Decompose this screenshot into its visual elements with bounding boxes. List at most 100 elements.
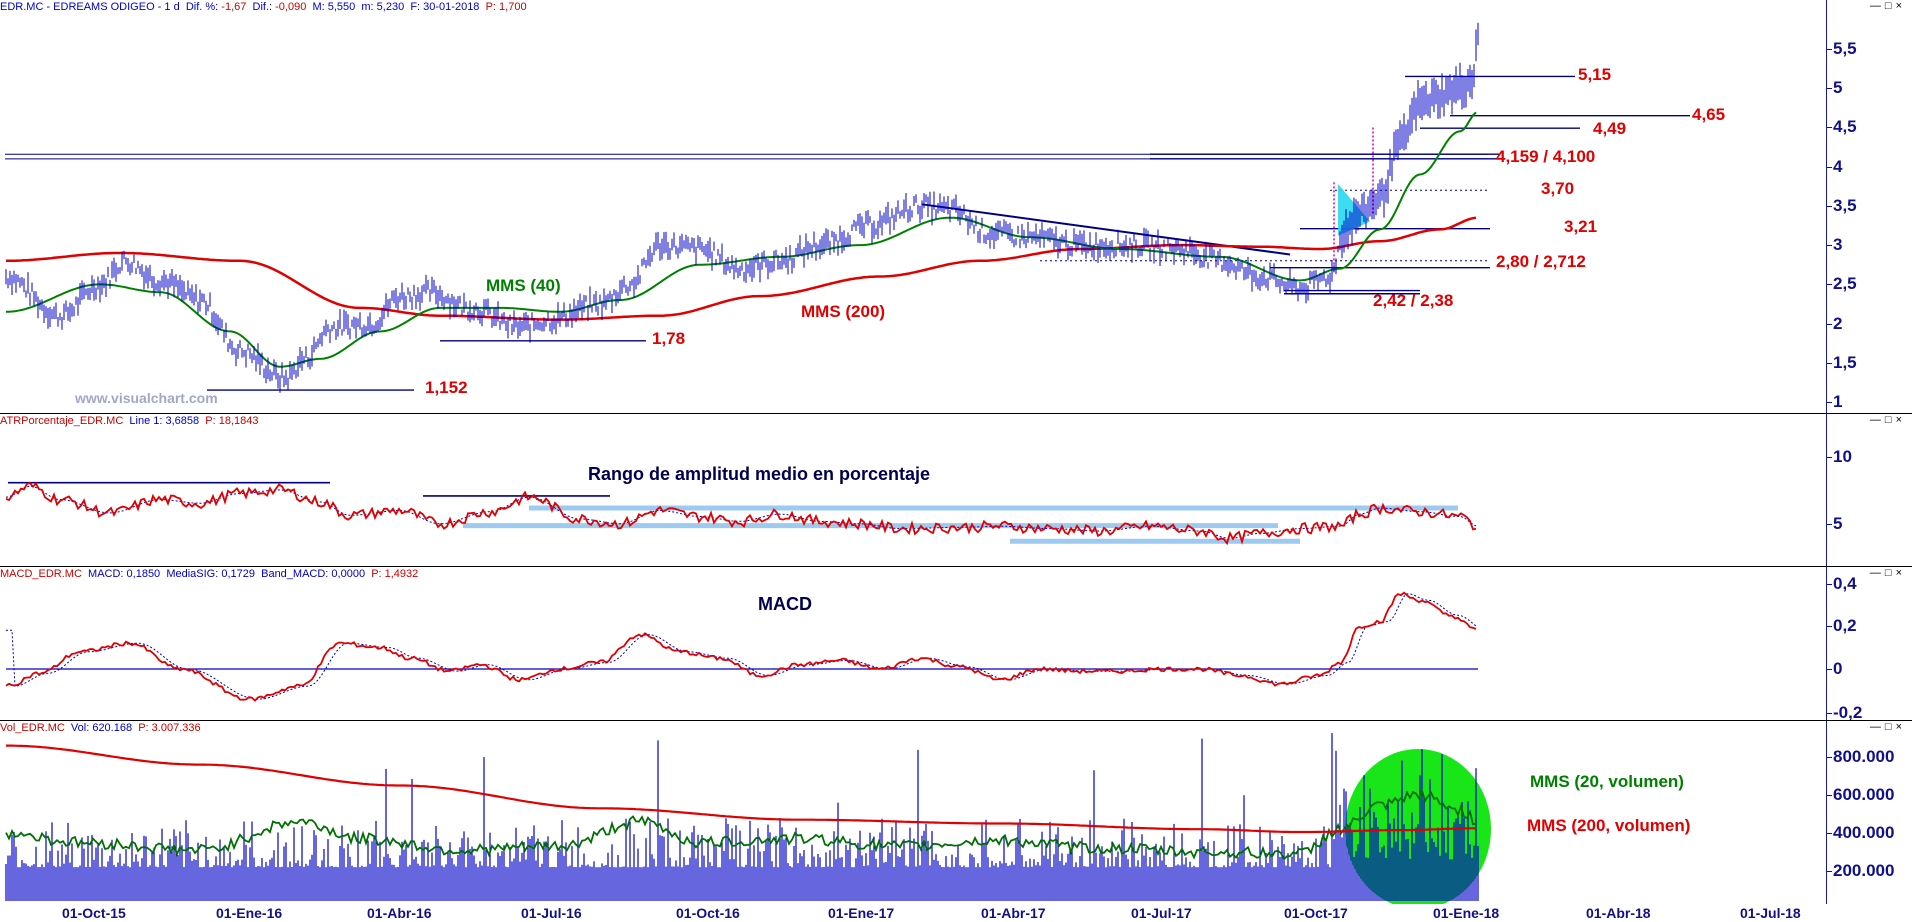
y-tick-label: 2,5 [1833,274,1857,294]
level-178-label: 1,78 [652,329,686,348]
y-tick-label: -0,2 [1833,703,1863,721]
watermark: www.visualchart.com [75,390,218,406]
y-tick-mark [1827,127,1832,129]
macd-chart [5,591,1478,702]
mms40-line [5,111,1477,368]
y-tick-mark [1827,757,1832,758]
y-tick-label: 0 [1833,659,1843,678]
x-tick-label: 01-Ene-18 [1433,905,1500,921]
y-tick-label: 3 [1833,235,1843,255]
price-pane: EDR.MC - EDREAMS ODIGEO - 1 d Dif. %: -1… [0,0,1912,414]
mms200-label: MMS (200) [801,302,886,321]
level-321-label: 3,21 [1564,217,1598,236]
y-tick-label: 0,4 [1833,574,1857,593]
y-tick-mark [1827,524,1832,525]
y-tick-label: 5 [1833,78,1843,98]
volume-chart [5,733,1491,904]
y-tick-label: 10 [1833,447,1852,466]
x-tick-label: 01-Oct-15 [62,905,126,921]
atr-signal-line [5,485,1477,539]
level-280-label: 2,80 / 2,712 [1496,252,1586,271]
x-tick-label: 01-Ene-17 [828,905,895,921]
vol-window-buttons[interactable]: —□× [1869,721,1906,733]
p-value: 1,700 [499,1,527,13]
atr-y-axis: 10 5 [1826,414,1912,566]
y-tick-mark [1827,284,1832,286]
x-tick-label: 01-Jul-18 [1740,905,1801,921]
y-tick-mark [1827,323,1832,325]
mms200-line [6,216,1477,321]
x-tick-label: 01-Ene-16 [216,905,283,921]
y-tick-label: 200.000 [1833,861,1895,880]
y-tick-mark [1827,457,1832,458]
max-value: M: 5,550 [312,1,356,13]
macd-line [5,591,1477,702]
y-tick-mark [1827,713,1832,714]
y-tick-mark [1827,795,1832,796]
level-449-label: 4,49 [1593,119,1627,138]
price-y-axis: 5,5 5 4,5 4 3,5 3 2,5 2 1,5 1 [1826,0,1912,413]
x-tick-label: 01-Jul-17 [1131,905,1192,921]
x-tick-label: 01-Oct-17 [1284,905,1348,921]
atr-chart [5,481,1477,546]
level-4159-label: 4,159 / 4,100 [1496,147,1596,166]
y-tick-mark [1827,205,1832,207]
level-1152-label: 1,152 [425,378,468,397]
atr-title: Rango de amplitud medio en porcentaje [588,464,931,484]
y-tick-mark [1827,362,1832,364]
price-window-buttons[interactable]: —□× [1869,0,1906,12]
macd-header: MACD_EDR.MC MACD: 0,1850 MediaSIG: 0,172… [0,568,419,580]
atr-line [5,481,1477,546]
macd-title: MACD [758,594,812,614]
y-tick-label: 0,2 [1833,616,1857,635]
y-tick-label: 1 [1833,392,1843,411]
level-242-label: 2,42 / 2,38 [1373,291,1454,310]
level-465-label: 4,65 [1692,105,1726,124]
vol-mms200-label: MMS (200, volumen) [1527,816,1691,835]
mms40-label: MMS (40) [486,276,561,295]
y-tick-label: 4 [1833,156,1843,176]
x-tick-label: 01-Abr-16 [367,905,432,921]
y-tick-mark [1827,584,1832,585]
symbol-label: EDR.MC - EDREAMS ODIGEO - 1 d [0,1,180,13]
y-tick-mark [1827,245,1832,247]
volume-y-axis: 800.000 600.000 400.000 200.000 [1826,721,1912,904]
macd-y-axis: 0,4 0,2 0 -0,2 [1826,567,1912,720]
level-515-label: 5,15 [1578,65,1612,84]
y-tick-label: 3,5 [1833,195,1857,215]
y-tick-label: 4,5 [1833,117,1857,137]
dif-pct-value: -1,67 [221,1,247,13]
vol-mms200-line [6,744,1476,834]
macd-window-buttons[interactable]: —□× [1869,567,1906,579]
price-chart [5,22,1690,393]
y-tick-label: 5,5 [1833,39,1857,58]
y-tick-mark [1827,402,1832,403]
vol-pane: Vol_EDR.MC Vol: 620.168 P: 3.007.336 —□×… [0,721,1912,904]
y-tick-mark [1827,871,1832,872]
volume-bars [5,733,1479,901]
y-tick-mark [1827,626,1832,627]
y-tick-mark [1827,49,1832,50]
vol-header: Vol_EDR.MC Vol: 620.168 P: 3.007.336 [0,722,201,734]
macd-pane: MACD_EDR.MC MACD: 0,1850 MediaSIG: 0,172… [0,567,1912,721]
date-value: F: 30-01-2018 [410,1,480,13]
date-x-axis: 01-Oct-15 01-Ene-16 01-Abr-16 01-Jul-16 01-O… [0,904,1912,922]
x-tick-label: 01-Abr-18 [1586,905,1651,921]
y-tick-label: 600.000 [1833,785,1895,804]
y-tick-mark [1827,833,1832,834]
y-tick-label: 2 [1833,313,1843,333]
x-tick-label: 01-Jul-16 [521,905,582,921]
vol-mms20-line [5,787,1477,861]
x-tick-label: 01-Oct-16 [676,905,740,921]
min-value: m: 5,230 [361,1,405,13]
level-370-label: 3,70 [1541,179,1575,198]
macd-signal-line [6,593,1477,700]
y-tick-label: 400.000 [1833,823,1895,842]
y-tick-label: 1,5 [1833,352,1857,372]
price-bars [5,22,1479,393]
y-tick-mark [1827,88,1832,90]
atr-window-buttons[interactable]: —□× [1869,414,1906,426]
y-tick-label: 800.000 [1833,747,1895,766]
vol-mms20-label: MMS (20, volumen) [1530,772,1684,791]
y-tick-mark [1827,669,1832,670]
